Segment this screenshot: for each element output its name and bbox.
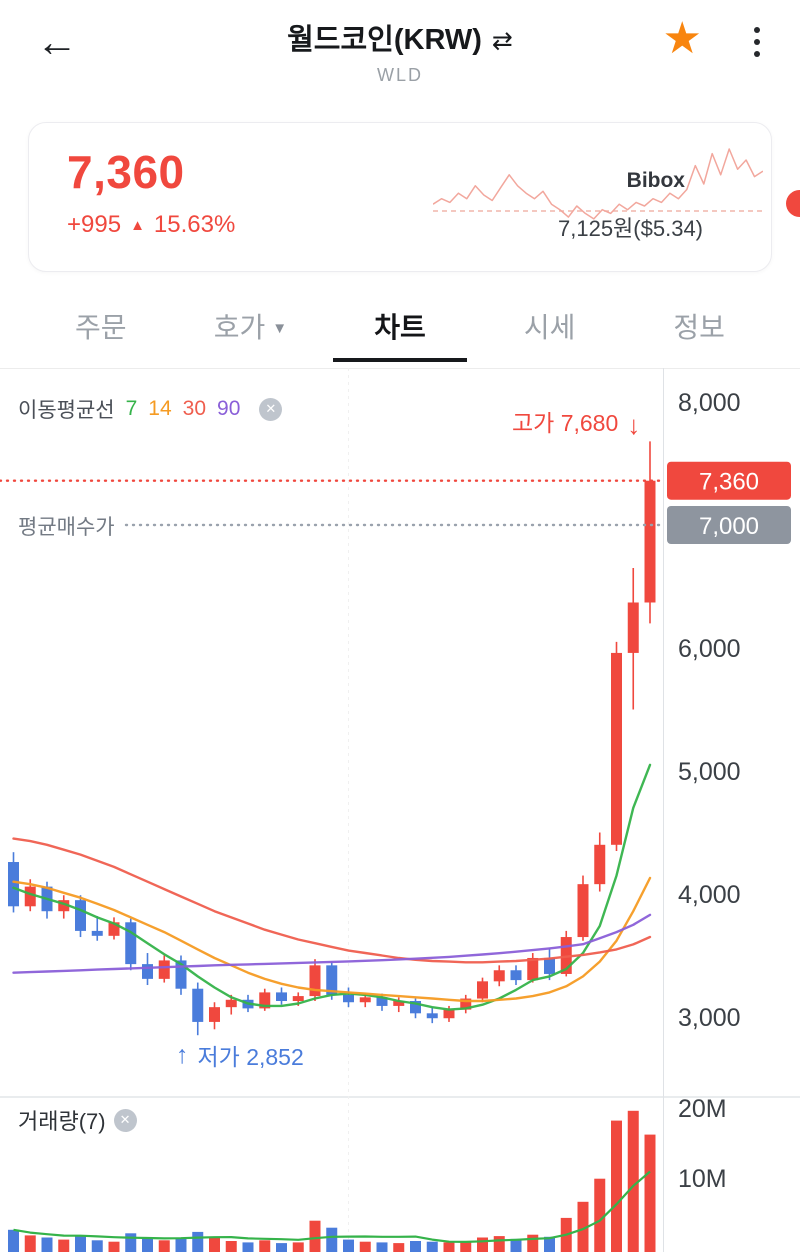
- exchange-sparkline: Bibox 7,125원($5.34): [432, 137, 764, 255]
- tab-order[interactable]: 주문: [75, 312, 127, 343]
- exchange-name: Bibox: [626, 169, 685, 192]
- swap-pair-icon[interactable]: ⇄: [491, 27, 513, 55]
- svg-text:20M: 20M: [678, 1096, 727, 1123]
- candlestick-chart-svg[interactable]: 8,000 6,000 5,000 4,000 3,000 7,000 7,360: [0, 368, 800, 1096]
- tab-quotes[interactable]: 시세: [523, 312, 576, 343]
- volume-chart-panel: 20M 10M 거래량(7) ✕: [0, 1095, 800, 1252]
- tab-bar: 주문 호가 ▼ 차트 시세 정보: [0, 298, 800, 362]
- volume-legend-close-icon[interactable]: ✕: [113, 1108, 137, 1132]
- svg-text:5,000: 5,000: [678, 758, 741, 786]
- svg-text:3,000: 3,000: [678, 1004, 741, 1032]
- title-block: 월드코인(KRW) ⇄ WLD: [0, 16, 800, 86]
- svg-text:4,000: 4,000: [678, 881, 741, 909]
- ma-period-7: 7: [125, 397, 138, 420]
- sparkline-svg: [432, 148, 764, 220]
- ma-period-14: 14: [148, 397, 172, 420]
- page-title: 월드코인(KRW): [287, 24, 482, 56]
- tab-chart[interactable]: 차트: [325, 298, 475, 362]
- svg-text:10M: 10M: [678, 1165, 727, 1193]
- price-summary-card[interactable]: 7,360 +995 ▲ 15.63% Bibox 7,125원($5.34): [28, 122, 772, 272]
- header: ← 월드코인(KRW) ⇄ WLD ★: [0, 0, 800, 108]
- svg-text:8,000: 8,000: [678, 389, 741, 417]
- price-block: 7,360 +995 ▲ 15.63%: [67, 145, 235, 239]
- low-price-label: ↑ 저가 2,852: [176, 1040, 304, 1071]
- svg-text:6,000: 6,000: [678, 635, 741, 663]
- current-price: 7,360: [67, 146, 185, 198]
- ma-legend-close-icon[interactable]: ✕: [259, 397, 283, 421]
- ticker-symbol: WLD: [377, 65, 423, 85]
- exchange-price: 7,125원($5.34): [558, 216, 703, 241]
- ma-period-30: 30: [182, 397, 207, 420]
- edge-floating-button[interactable]: [786, 190, 800, 217]
- change-amount: +995: [67, 211, 122, 238]
- price-change: +995 ▲ 15.63%: [67, 211, 235, 239]
- change-percent: 15.63%: [153, 211, 236, 238]
- low-arrow-up-icon: ↑: [176, 1040, 189, 1069]
- favorite-star-icon[interactable]: ★: [657, 16, 708, 62]
- ma-legend-title: 이동평균선: [18, 399, 115, 422]
- high-price-label: 고가 7,680 ↓: [512, 410, 641, 440]
- svg-text:7,000: 7,000: [699, 513, 759, 540]
- volume-legend: 거래량(7) ✕: [18, 1104, 137, 1136]
- ma-legend: 이동평균선 7 14 30 90 ✕: [18, 394, 283, 424]
- high-arrow-down-icon: ↓: [627, 410, 641, 440]
- back-button[interactable]: ←: [30, 20, 84, 64]
- volume-chart-svg[interactable]: 20M 10M: [0, 1095, 800, 1252]
- up-triangle-icon: ▲: [130, 216, 145, 234]
- tab-info[interactable]: 정보: [673, 312, 725, 343]
- svg-text:7,360: 7,360: [699, 469, 759, 496]
- price-chart-panel: 8,000 6,000 5,000 4,000 3,000 7,000 7,360 이동평균…: [0, 368, 800, 1096]
- tab-orderbook[interactable]: 호가 ▼: [213, 312, 288, 343]
- chevron-down-icon: ▼: [272, 320, 288, 337]
- ma-period-90: 90: [217, 397, 241, 420]
- avg-buy-price-label: 평균매수가: [18, 516, 115, 539]
- more-menu-icon[interactable]: [748, 26, 766, 58]
